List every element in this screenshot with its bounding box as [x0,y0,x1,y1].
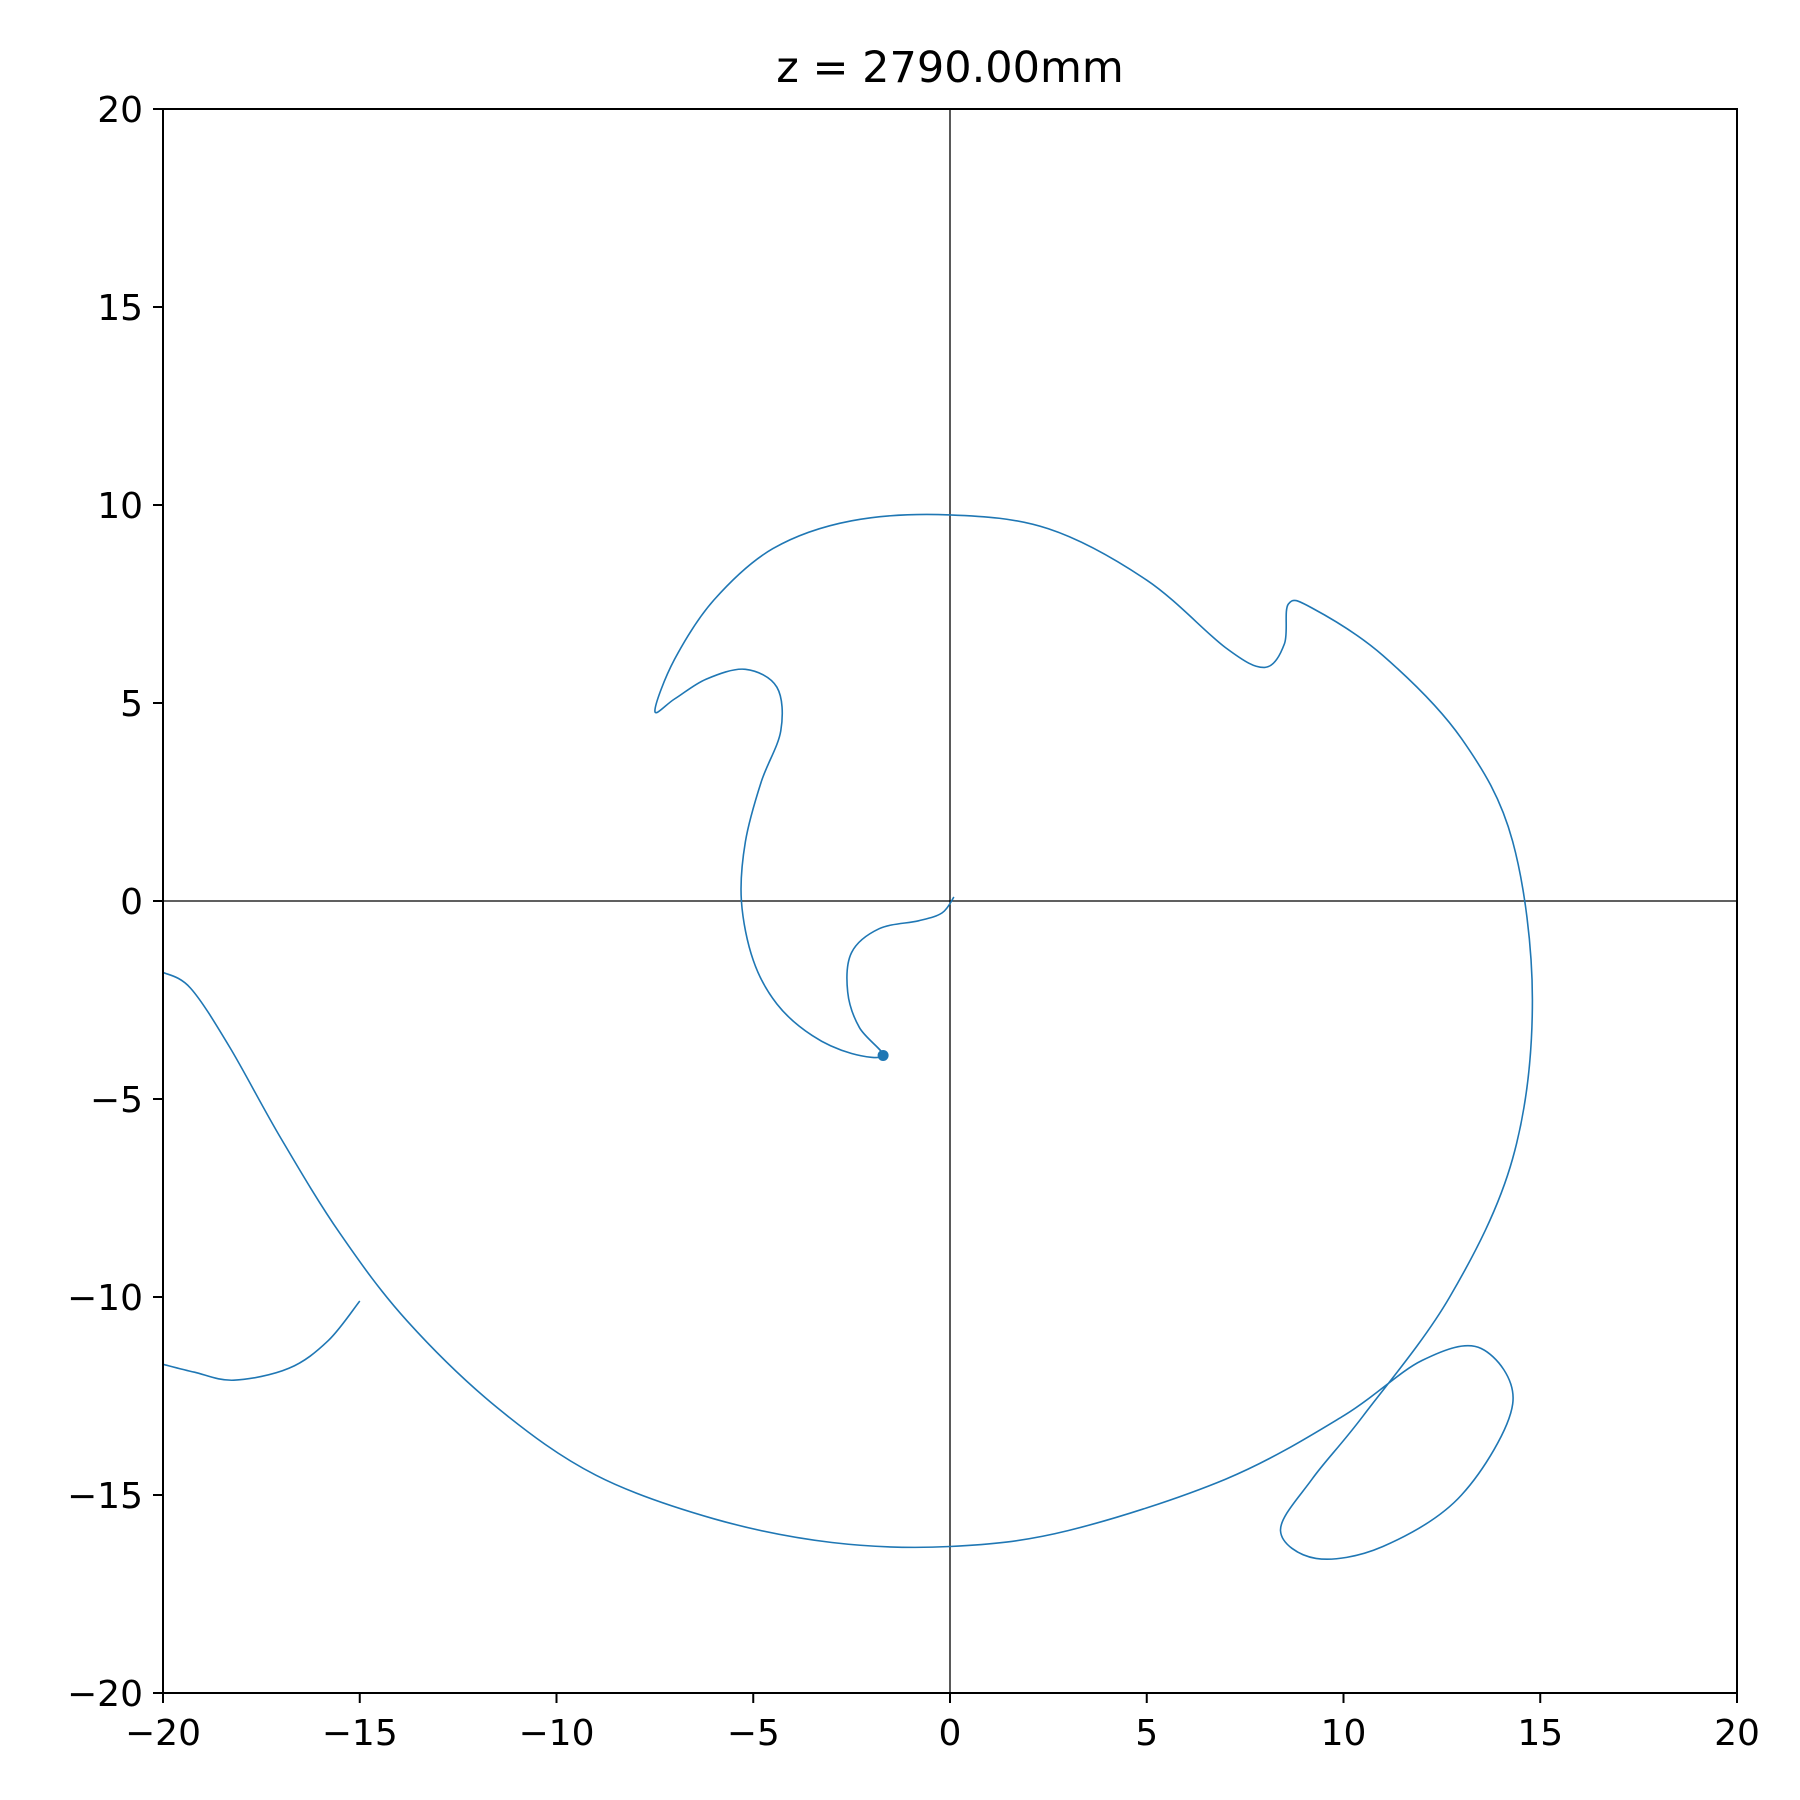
marker-point [877,1049,889,1061]
x-axis: −20 −15 −10 −5 0 5 10 15 20 [125,1693,1760,1754]
x-tick-label: −10 [519,1713,595,1754]
y-tick-label: −15 [67,1476,143,1517]
y-tick-label: −5 [90,1080,143,1121]
y-axis: −20 −15 −10 −5 0 5 10 15 20 [67,90,163,1715]
y-tick-label: −10 [67,1278,143,1319]
x-tick-label: 5 [1135,1713,1158,1754]
y-tick-label: 5 [120,684,143,725]
x-tick-label: 10 [1321,1713,1367,1754]
x-tick-label: 15 [1517,1713,1563,1754]
x-tick-label: −20 [125,1713,201,1754]
y-tick-label: 0 [120,882,143,923]
x-tick-label: −5 [727,1713,780,1754]
y-tick-label: 15 [97,288,143,329]
plot-area [162,108,1738,1694]
y-tick-label: 20 [97,90,143,131]
y-tick-label: −20 [67,1674,143,1715]
x-tick-label: −15 [322,1713,398,1754]
trajectory-fragment [163,1300,361,1382]
x-tick-label: 20 [1714,1713,1760,1754]
x-tick-label: 0 [939,1713,962,1754]
y-tick-label: 10 [97,486,143,527]
trajectory-line [163,513,1534,1560]
chart-title: z = 2790.00mm [776,43,1124,93]
